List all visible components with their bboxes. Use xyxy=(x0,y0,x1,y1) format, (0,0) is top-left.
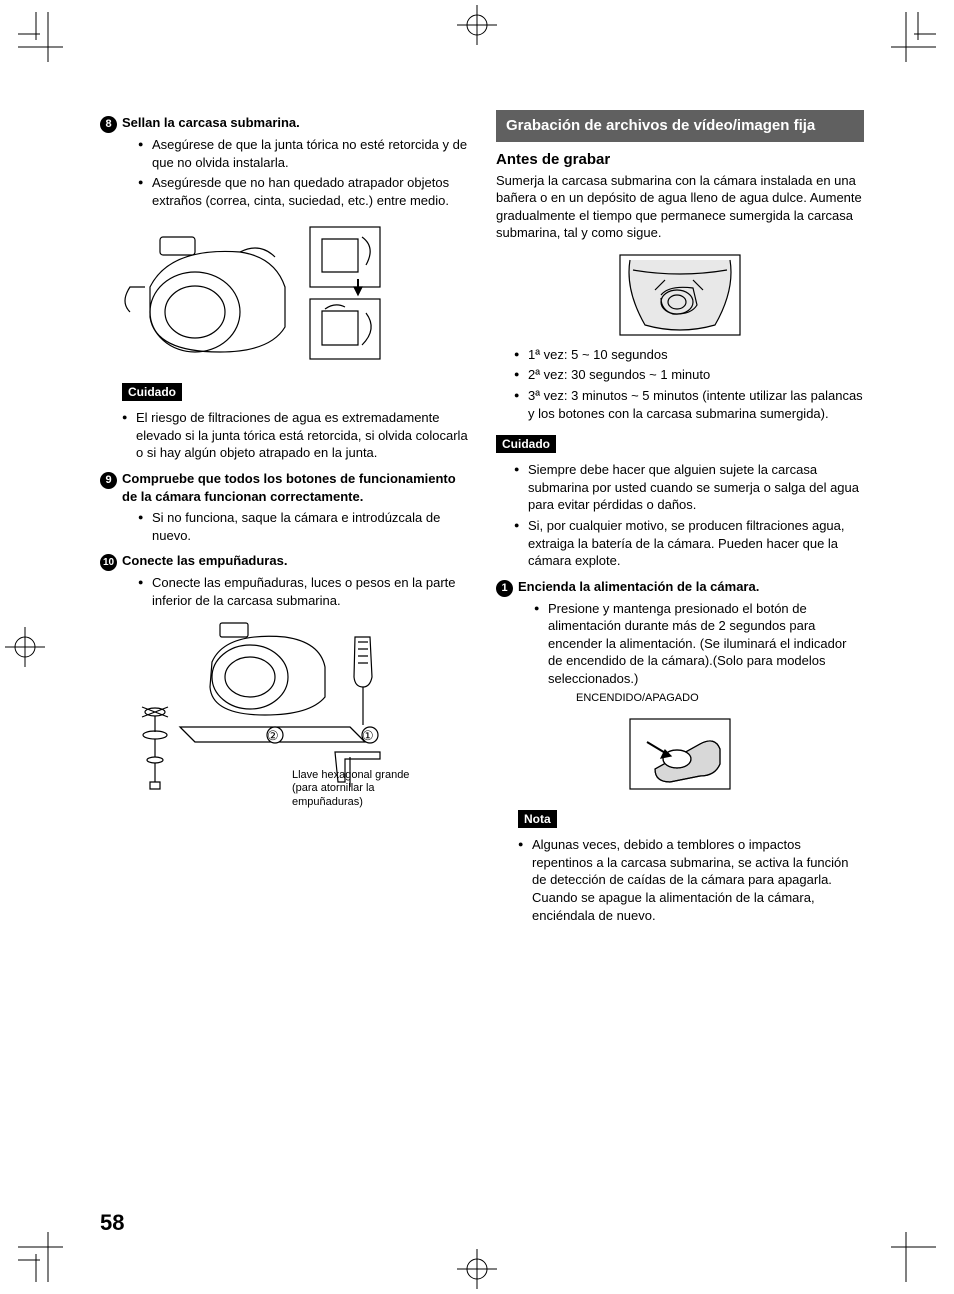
cuidado-2-bullets: Siempre debe hacer que alguien sujete la… xyxy=(496,461,864,569)
figure-submerge xyxy=(496,250,864,340)
step-10-bullets: Conecte las empuñaduras, luces o pesos e… xyxy=(100,574,468,609)
step-8-title: Sellan la carcasa submarina. xyxy=(122,114,300,132)
list-item: Algunas veces, debido a temblores o impa… xyxy=(518,836,864,924)
crop-mark-tr xyxy=(876,12,936,62)
step-number-1r: 1 xyxy=(496,580,513,597)
nota-bullets: Algunas veces, debido a temblores o impa… xyxy=(496,836,864,924)
cuidado-1-bullets: El riesgo de filtraciones de agua es ext… xyxy=(100,409,468,462)
step-9-title: Compruebe que todos los botones de funci… xyxy=(122,470,468,505)
immersion-times: 1ª vez: 5 ~ 10 segundos 2ª vez: 30 segun… xyxy=(496,346,864,422)
list-item: Siempre debe hacer que alguien sujete la… xyxy=(514,461,864,514)
step-1r-bullets: Presione y mantenga presionado el botón … xyxy=(496,600,864,688)
manual-page: 8 Sellan la carcasa submarina. Asegúrese… xyxy=(0,0,954,1294)
list-item: Si, por cualquier motivo, se producen fi… xyxy=(514,517,864,570)
list-item: 2ª vez: 30 segundos ~ 1 minuto xyxy=(514,366,864,384)
list-item: Asegúrese de que la junta tórica no esté… xyxy=(138,136,468,171)
step-10: 10 Conecte las empuñaduras. xyxy=(100,552,468,570)
figure-marker-1: ① xyxy=(362,727,374,745)
cuidado-label-1: Cuidado xyxy=(122,383,182,401)
step-8: 8 Sellan la carcasa submarina. xyxy=(100,114,468,132)
nota-label: Nota xyxy=(518,810,557,828)
list-item: Asegúresde que no han quedado atrapador … xyxy=(138,174,468,209)
step-number-8: 8 xyxy=(100,116,117,133)
figure-marker-2: ② xyxy=(267,727,279,745)
power-caption: ENCENDIDO/APAGADO xyxy=(536,691,864,706)
list-item: Presione y mantenga presionado el botón … xyxy=(534,600,864,688)
list-item: 3ª vez: 3 minutos ~ 5 minutos (intente u… xyxy=(514,387,864,422)
step-9-bullets: Si no funciona, saque la cámara e introd… xyxy=(100,509,468,544)
figure-grips: ② ① Llave hexagonal grande (para atornil… xyxy=(120,617,468,809)
crop-mark-br xyxy=(876,1232,936,1282)
section-header: Grabación de archivos de vídeo/imagen fi… xyxy=(496,110,864,142)
cuidado-label-2: Cuidado xyxy=(496,435,556,453)
list-item: El riesgo de filtraciones de agua es ext… xyxy=(122,409,468,462)
step-number-9: 9 xyxy=(100,472,117,489)
intro-text: Sumerja la carcasa submarina con la cáma… xyxy=(496,172,864,242)
reg-mark-bottom xyxy=(452,1244,502,1294)
figure-power-button xyxy=(496,714,864,794)
figure-grips-caption: Llave hexagonal grande (para atornillar … xyxy=(292,769,432,809)
step-10-title: Conecte las empuñaduras. xyxy=(122,552,287,570)
subheading-before-record: Antes de grabar xyxy=(496,150,864,170)
step-1r-title: Encienda la alimentación de la cámara. xyxy=(518,578,759,596)
crop-mark-tl xyxy=(18,12,78,62)
reg-mark-left xyxy=(0,622,50,672)
crop-mark-bl xyxy=(18,1232,78,1282)
right-column: Grabación de archivos de vídeo/imagen fi… xyxy=(496,110,864,927)
page-number: 58 xyxy=(100,1208,124,1238)
step-1-right: 1 Encienda la alimentación de la cámara. xyxy=(496,578,864,596)
list-item: 1ª vez: 5 ~ 10 segundos xyxy=(514,346,864,364)
step-number-10: 10 xyxy=(100,554,117,571)
reg-mark-top xyxy=(452,0,502,50)
left-column: 8 Sellan la carcasa submarina. Asegúrese… xyxy=(100,110,468,927)
step-8-bullets: Asegúrese de que la junta tórica no esté… xyxy=(100,136,468,209)
list-item: Si no funciona, saque la cámara e introd… xyxy=(138,509,468,544)
figure-case-close xyxy=(100,217,468,367)
list-item: Conecte las empuñaduras, luces o pesos e… xyxy=(138,574,468,609)
step-9: 9 Compruebe que todos los botones de fun… xyxy=(100,470,468,505)
